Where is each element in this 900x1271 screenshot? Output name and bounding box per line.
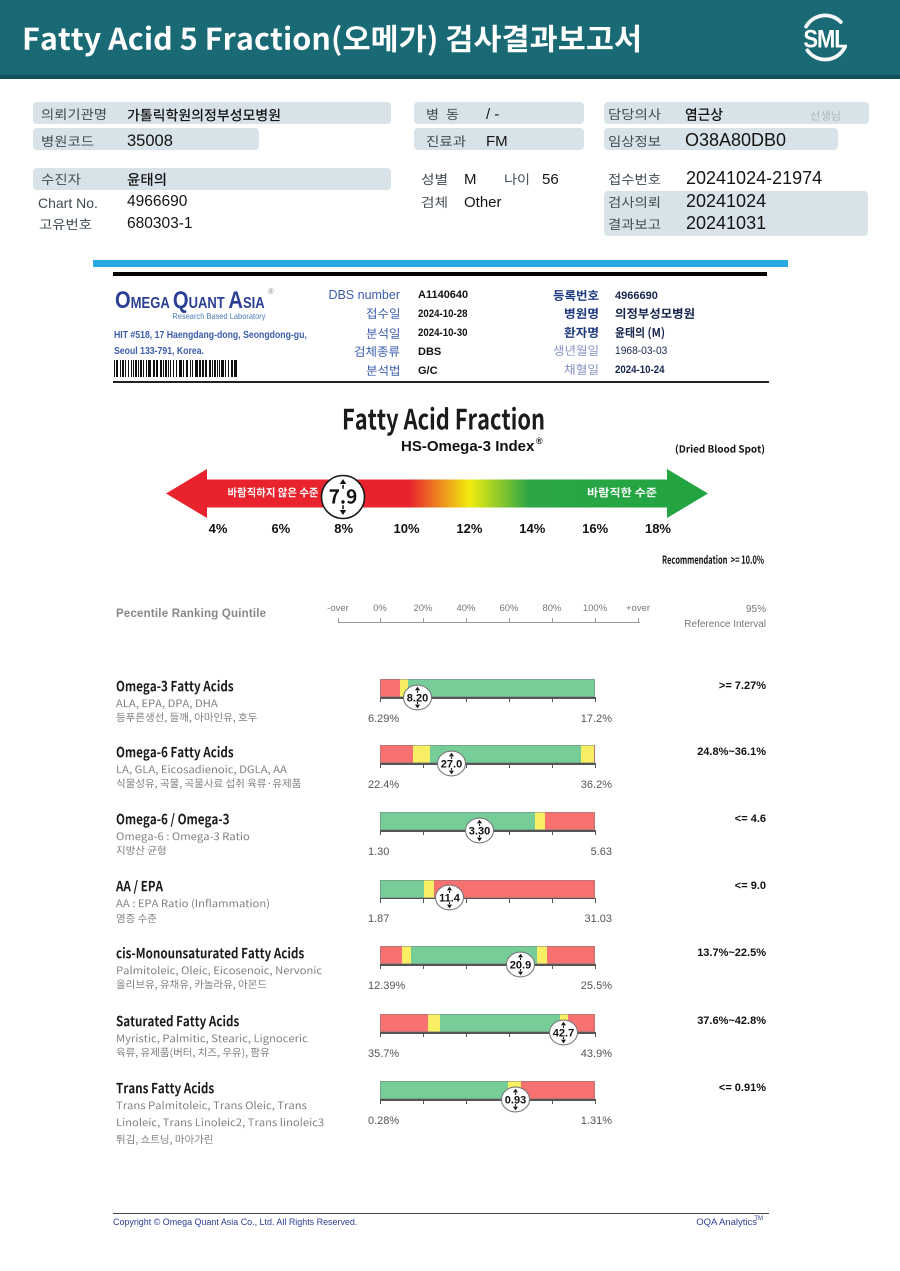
svg-text:42.7: 42.7 (553, 1027, 574, 1039)
svg-text:27.0: 27.0 (441, 758, 462, 770)
svg-text:0.93: 0.93 (505, 1094, 526, 1106)
svg-text:SML: SML (803, 25, 847, 53)
svg-text:8.20: 8.20 (407, 692, 428, 704)
svg-text:11.4: 11.4 (439, 892, 461, 904)
svg-text:3.30: 3.30 (469, 825, 490, 837)
svg-text:20.9: 20.9 (509, 959, 530, 971)
